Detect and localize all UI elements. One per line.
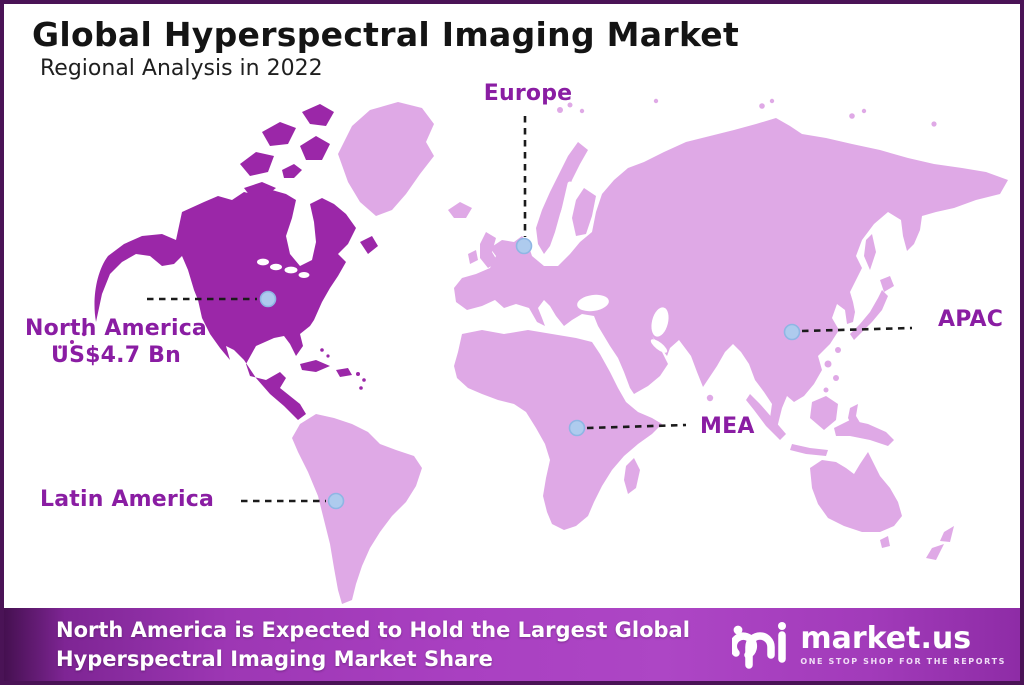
- caribbean-island-icon: [320, 348, 324, 352]
- africa-shape: [454, 330, 662, 530]
- arctic-islands-shape: [282, 164, 302, 178]
- sea-overlays: [257, 181, 669, 353]
- arctic-island-icon: [759, 103, 765, 109]
- region-label-latin-america: Latin America: [40, 487, 214, 512]
- north-america-shape: [94, 190, 356, 420]
- madagascar-shape: [624, 458, 640, 494]
- header: Global Hyperspectral Imaging Market Regi…: [32, 16, 739, 81]
- arctic-islands-shape: [240, 152, 274, 176]
- new-zealand-shape: [926, 544, 944, 560]
- sakhalin-shape: [864, 234, 876, 270]
- arctic-islands-shape: [244, 182, 276, 196]
- banner-headline-line2: Hyperspectral Imaging Market Share: [56, 646, 493, 671]
- page-title: Global Hyperspectral Imaging Market: [32, 15, 740, 54]
- aleutian-island-icon: [58, 345, 62, 349]
- leader-lines: [147, 116, 913, 503]
- newfoundland-shape: [360, 236, 378, 254]
- caribbean-island-icon: [359, 386, 363, 390]
- marketus-logo-text: market.us ONE STOP SHOP FOR THE REPORTS: [800, 620, 1006, 666]
- tasmania-shape: [880, 536, 890, 548]
- region-label-apac: APAC: [938, 307, 1004, 332]
- new-guinea-shape: [834, 420, 894, 446]
- marketus-logo: market.us ONE STOP SHOP FOR THE REPORTS: [732, 619, 1006, 671]
- eurasia-shape: [454, 118, 1008, 428]
- marker-dot-north-america: [259, 290, 277, 308]
- black-sea-icon: [577, 294, 609, 312]
- ireland-shape: [468, 250, 478, 264]
- region-label-north-america-name: North America: [25, 316, 207, 341]
- uk-shape: [480, 232, 498, 268]
- leader-mea: [586, 423, 687, 430]
- region-value-north-america: US$4.7 Bn: [51, 343, 181, 368]
- marker-dots: [259, 237, 801, 510]
- region-label-north-america: North America US$4.7 Bn: [10, 315, 222, 369]
- arctic-islands-shape: [302, 104, 334, 126]
- arctic-island-icon: [931, 121, 937, 127]
- cuba-shape: [300, 360, 330, 372]
- marker-dot-europe: [515, 237, 533, 255]
- iceland-shape: [448, 202, 472, 218]
- page-subtitle: Regional Analysis in 2022: [40, 55, 323, 81]
- marker-dot-apac: [783, 323, 801, 341]
- borneo-shape: [810, 396, 838, 430]
- svalbard-icon: [557, 107, 563, 113]
- caspian-sea-icon: [651, 307, 669, 337]
- new-zealand-shape: [940, 526, 954, 542]
- south-america-shape: [292, 414, 422, 604]
- scandinavia-shape: [536, 142, 588, 254]
- sri-lanka-icon: [706, 394, 714, 402]
- greenland-shape: [338, 102, 434, 216]
- region-shapes-light: [292, 98, 1008, 604]
- philippines-icon: [823, 387, 829, 393]
- philippines-icon: [833, 375, 839, 381]
- arctic-island-icon: [769, 98, 775, 104]
- caribbean-island-icon: [362, 378, 366, 382]
- philippines-icon: [824, 360, 832, 368]
- great-lake-icon: [257, 258, 269, 266]
- region-shapes-dark: [58, 104, 378, 420]
- logo-name: market.us: [800, 620, 972, 656]
- caribbean-island-icon: [326, 354, 330, 358]
- persian-gulf-icon: [650, 339, 668, 353]
- arctic-island-icon: [849, 113, 855, 119]
- region-label-europe: Europe: [483, 81, 573, 106]
- aleutian-island-icon: [70, 340, 74, 344]
- arctic-islands-shape: [262, 122, 296, 146]
- sumatra-shape: [746, 394, 786, 440]
- svalbard-icon: [567, 102, 573, 108]
- aleutian-island-icon: [81, 331, 87, 337]
- svalbard-icon: [579, 108, 585, 114]
- marker-dot-latin-america: [327, 492, 345, 510]
- bothnia-gulf-icon: [554, 181, 573, 243]
- banner-headline: North America is Expected to Hold the La…: [4, 616, 690, 674]
- hispaniola-shape: [336, 368, 352, 377]
- bottom-banner: North America is Expected to Hold the La…: [4, 608, 1020, 681]
- arctic-island-icon: [653, 98, 659, 104]
- taiwan-icon: [835, 347, 841, 353]
- great-lake-icon: [284, 266, 298, 274]
- java-shape: [790, 444, 828, 456]
- hainan-icon: [805, 373, 811, 379]
- arctic-islands-shape: [300, 136, 330, 160]
- caribbean-island-icon: [356, 372, 360, 376]
- australia-shape: [810, 452, 902, 532]
- world-map: [58, 98, 1008, 604]
- japan-shape: [850, 290, 888, 340]
- banner-headline-line1: North America is Expected to Hold the La…: [56, 617, 690, 642]
- region-label-mea: MEA: [700, 414, 755, 439]
- finland-shape: [572, 188, 596, 236]
- great-lake-icon: [298, 272, 310, 278]
- marketus-logo-icon: [732, 621, 787, 669]
- arctic-island-icon: [861, 108, 867, 114]
- leader-apac: [801, 326, 913, 333]
- marker-dot-mea: [568, 419, 586, 437]
- hokkaido-shape: [880, 276, 894, 292]
- logo-tagline: ONE STOP SHOP FOR THE REPORTS: [800, 656, 1006, 666]
- great-lake-icon: [270, 263, 282, 271]
